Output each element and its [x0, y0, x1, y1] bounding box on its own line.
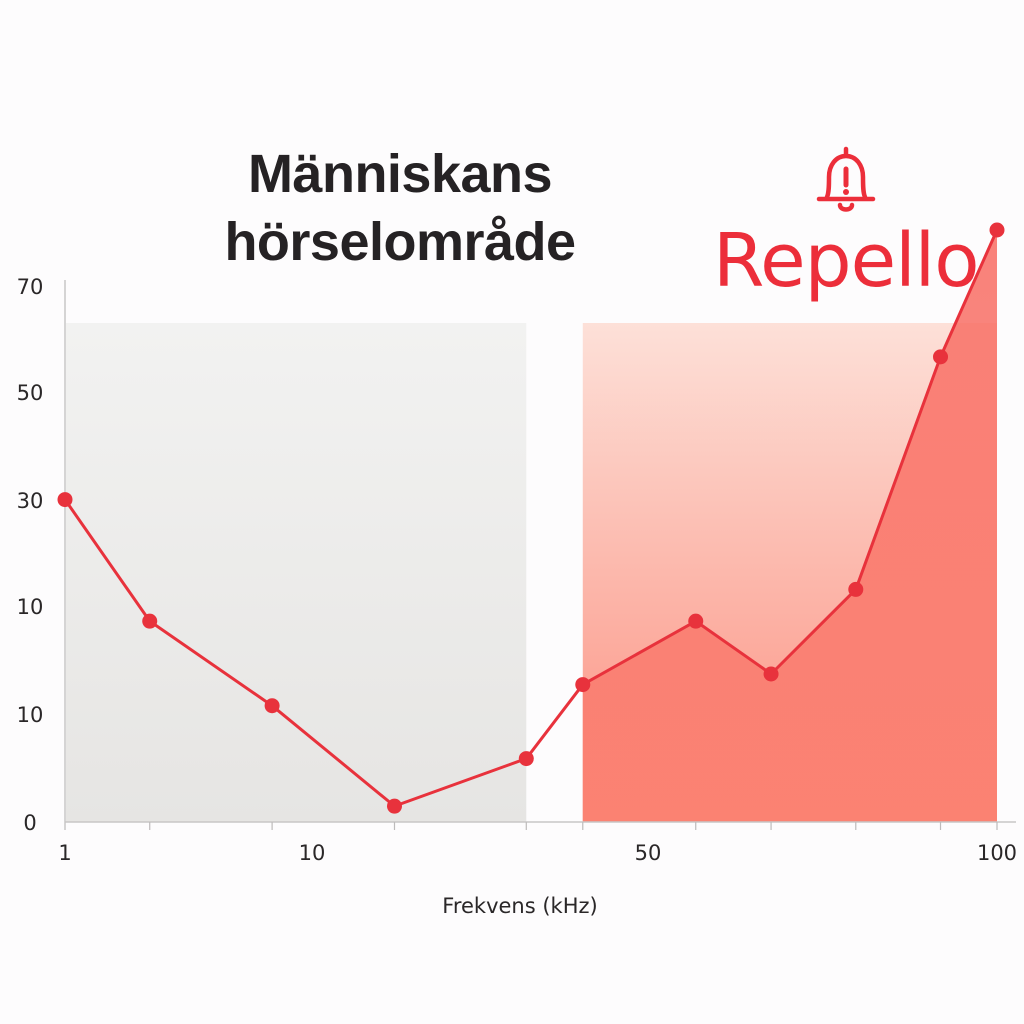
data-point-10 — [933, 349, 949, 365]
x-tick-label: 100 — [977, 841, 1017, 865]
brand-logo: Repello — [705, 145, 980, 305]
data-point-2 — [142, 613, 158, 629]
data-point-7 — [688, 613, 704, 629]
y-tick-label: 10 — [17, 703, 44, 727]
title-line-1: Människans — [247, 144, 553, 204]
y-tick-label: 30 — [17, 489, 44, 513]
data-point-8 — [763, 666, 779, 682]
brand-name: Repello — [713, 218, 980, 304]
x-axis-label: Frekvens (kHz) — [442, 894, 597, 918]
title-line-2: hörselområde — [224, 212, 576, 272]
data-point-3 — [264, 698, 280, 714]
y-tick-label: 10 — [17, 595, 44, 619]
y-tick-label: 0 — [23, 811, 36, 835]
repello-area-fill — [582, 230, 997, 822]
data-point-9 — [848, 581, 864, 597]
x-tick-label: 50 — [635, 841, 662, 865]
data-point-1 — [57, 492, 73, 508]
bell-alert-icon — [816, 146, 876, 212]
data-point-5 — [518, 751, 534, 767]
region-human-hearing — [66, 323, 527, 822]
data-point-4 — [386, 798, 402, 814]
x-tick-label: 1 — [58, 841, 71, 865]
y-tick-label: 50 — [17, 381, 44, 405]
chart-title: Människans hörselområde — [150, 140, 650, 276]
data-point-6 — [575, 677, 591, 693]
x-tick-label: 10 — [299, 841, 326, 865]
data-point-11 — [989, 222, 1005, 238]
y-tick-label: 70 — [17, 275, 44, 299]
